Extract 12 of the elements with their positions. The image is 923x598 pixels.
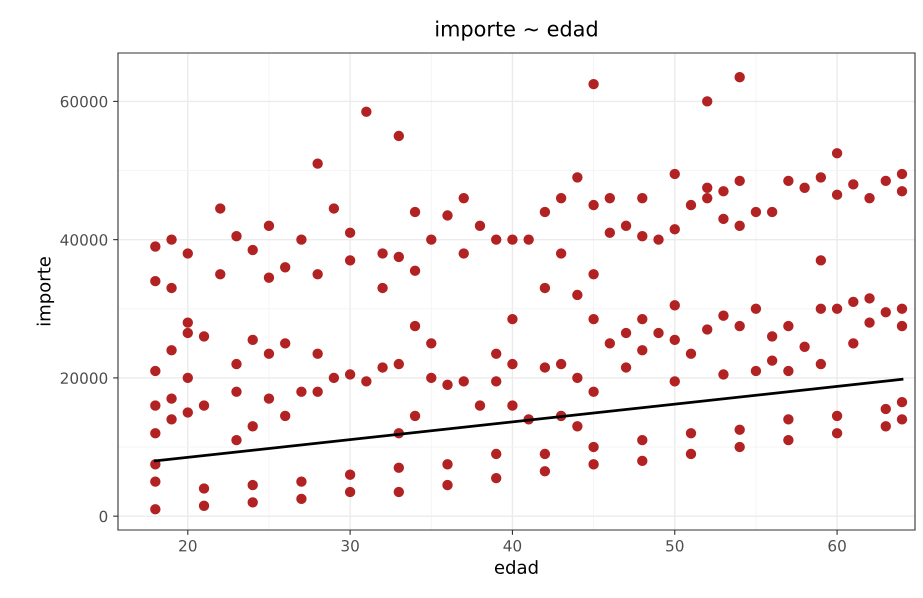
chart-title: importe ~ edad [436, 20, 597, 41]
y-tick-label: 0 [100, 510, 108, 522]
x-tick-label: 60 [828, 540, 846, 552]
x-tick-label: 50 [666, 540, 684, 552]
x-tick-label: 40 [503, 540, 522, 552]
y-tick-label: 60000 [60, 96, 108, 108]
x-tick-label: 20 [179, 540, 197, 552]
x-axis-title: edad [494, 560, 538, 574]
y-tick-label: 20000 [60, 372, 108, 384]
y-tick-label: 40000 [60, 234, 108, 246]
x-tick-label: 30 [342, 540, 359, 552]
y-axis-title: importe [36, 257, 54, 326]
